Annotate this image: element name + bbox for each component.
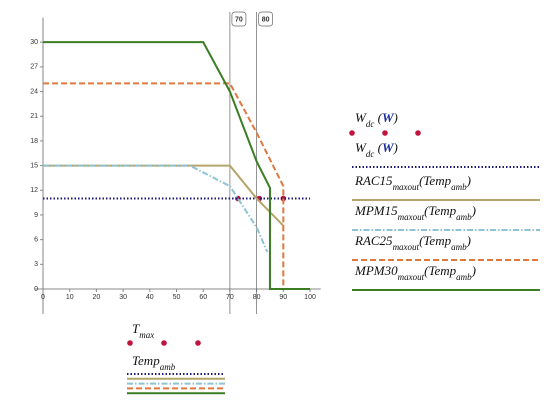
y-tick-label: 9 [34, 212, 38, 219]
label-part: (Temp [419, 233, 452, 248]
series-line [43, 41, 311, 290]
label-part: amb [160, 362, 176, 372]
x-tick-label: 100 [304, 294, 316, 301]
x-tick-label: 0 [41, 294, 45, 301]
label-part: ) [393, 110, 398, 125]
legend-dot [195, 340, 201, 346]
label-part: ) [466, 233, 471, 248]
y-tick-label: 30 [30, 39, 38, 46]
y-tick-label: 24 [30, 88, 38, 95]
label-part: maxout [398, 272, 425, 282]
legend-label: Tempamb [132, 353, 176, 372]
legend-dot [127, 340, 133, 346]
y-tick-label: 27 [30, 64, 38, 71]
series-line [43, 82, 285, 289]
label-part: W [382, 140, 395, 155]
legend-label: Tmax [132, 321, 154, 340]
label-part: RAC15 [354, 173, 393, 188]
label-part: (Temp [419, 173, 452, 188]
series-line [43, 164, 285, 227]
series-line [43, 164, 269, 253]
legend-dot [415, 130, 421, 136]
label-part: amb [451, 242, 467, 252]
legend-dot [349, 130, 355, 136]
x-tick-label: 20 [93, 294, 101, 301]
y-tick-label: 21 [30, 113, 38, 120]
y-tick-label: 3 [34, 261, 38, 268]
y-tick-label: 6 [34, 236, 38, 243]
label-part: ( [374, 110, 382, 125]
x-tick-label: 40 [146, 294, 154, 301]
label-part: RAC25 [354, 233, 393, 248]
label-part: dc [366, 149, 375, 159]
legend-label: RAC25maxout(Tempamb) [354, 233, 471, 252]
label-part: Temp [132, 353, 160, 368]
marker-label: 80 [262, 16, 270, 23]
label-part: T [132, 321, 140, 336]
x-tick-label: 10 [66, 294, 74, 301]
legend-label: MPM30maxout(Tempamb) [354, 263, 476, 282]
label-part: amb [456, 272, 472, 282]
label-part: W [382, 110, 395, 125]
x-tick-label: 90 [279, 294, 287, 301]
label-part: maxout [393, 182, 420, 192]
label-part: amb [456, 212, 472, 222]
legend-label: MPM15maxout(Tempamb) [354, 203, 476, 222]
legend-dot [161, 340, 167, 346]
marker-label: 70 [235, 16, 243, 23]
x-tick-label: 50 [173, 294, 181, 301]
label-part: ) [471, 203, 476, 218]
label-part: MPM30 [354, 263, 398, 278]
y-tick-label: 15 [30, 162, 38, 169]
label-part: (Temp [424, 263, 457, 278]
legend-label: Wdc (W) [355, 110, 398, 129]
label-part: W [355, 140, 367, 155]
label-part: amb [451, 182, 467, 192]
y-tick-label: 18 [30, 138, 38, 145]
x-tick-label: 30 [119, 294, 127, 301]
y-tick-label: 12 [30, 187, 38, 194]
label-part: (Temp [424, 203, 457, 218]
label-part: ) [393, 140, 398, 155]
label-part: ) [471, 263, 476, 278]
label-part: dc [366, 119, 375, 129]
y-tick-label: 0 [34, 286, 38, 293]
legend-label: Wdc (W) [355, 140, 398, 159]
label-part: max [139, 330, 154, 340]
legend-dot [382, 130, 388, 136]
label-part: ) [466, 173, 471, 188]
x-tick-label: 60 [199, 294, 207, 301]
label-part: maxout [398, 212, 425, 222]
marker-box [258, 11, 273, 27]
marker-box [231, 11, 247, 27]
label-part: ( [374, 140, 382, 155]
label-part: W [355, 110, 367, 125]
label-part: MPM15 [354, 203, 398, 218]
legend-label: RAC15maxout(Tempamb) [354, 173, 471, 192]
label-part: maxout [393, 242, 420, 252]
